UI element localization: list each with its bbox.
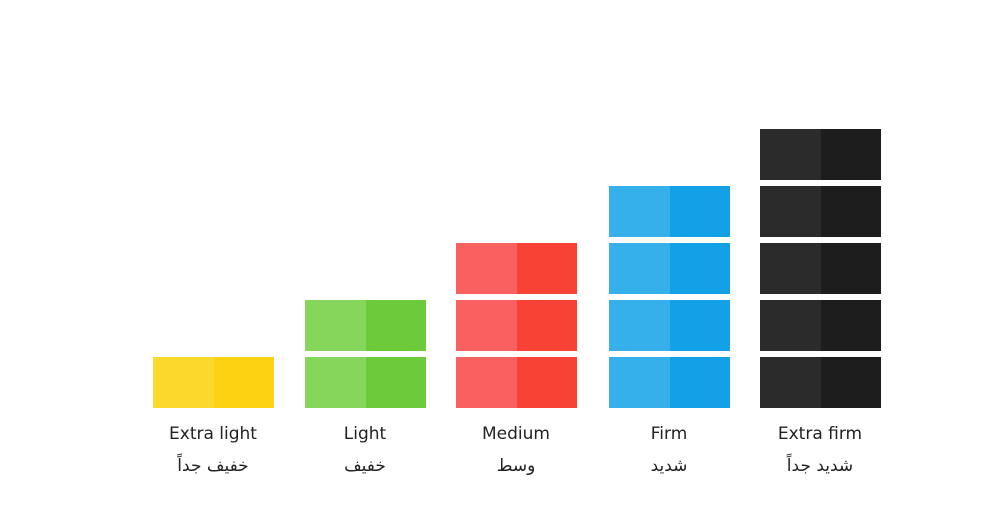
level-label-arabic: شديد (650, 456, 688, 476)
level-block (609, 357, 730, 408)
block-light-half (456, 357, 517, 408)
block-light-half (456, 243, 517, 294)
block-light-half (760, 357, 821, 408)
level-block (456, 357, 577, 408)
block-dark-half (669, 300, 730, 351)
block-dark-half (365, 357, 426, 408)
block-light-half (305, 300, 366, 351)
block-dark-half (669, 186, 730, 237)
block-dark-half (820, 129, 881, 180)
level-label: Extra light (169, 424, 257, 444)
block-dark-half (516, 300, 577, 351)
level-block (609, 243, 730, 294)
block-light-half (760, 243, 821, 294)
block-dark-half (820, 186, 881, 237)
block-dark-half (516, 357, 577, 408)
level-label-arabic: وسط (496, 456, 536, 476)
level-block (760, 129, 881, 180)
level-block (609, 300, 730, 351)
level-label-arabic: خفيف جداً (177, 456, 249, 476)
block-dark-half (213, 357, 274, 408)
block-light-half (153, 357, 214, 408)
block-light-half (760, 300, 821, 351)
level-block (456, 300, 577, 351)
level-label: Medium (482, 424, 550, 444)
level-block (760, 186, 881, 237)
block-light-half (456, 300, 517, 351)
level-block (456, 243, 577, 294)
block-light-half (305, 357, 366, 408)
block-dark-half (820, 357, 881, 408)
block-dark-half (820, 243, 881, 294)
level-block (305, 357, 426, 408)
block-dark-half (820, 300, 881, 351)
level-label: Light (343, 424, 387, 444)
level-block (760, 243, 881, 294)
level-block (609, 186, 730, 237)
level-block (760, 300, 881, 351)
block-dark-half (365, 300, 426, 351)
level-block (760, 357, 881, 408)
block-light-half (760, 129, 821, 180)
level-label: Firm (650, 424, 688, 444)
block-dark-half (669, 243, 730, 294)
block-light-half (609, 186, 670, 237)
level-label-arabic: خفيف (344, 456, 386, 476)
block-light-half (760, 186, 821, 237)
level-label: Extra firm (777, 424, 863, 444)
level-block (305, 300, 426, 351)
block-dark-half (669, 357, 730, 408)
block-light-half (609, 357, 670, 408)
block-light-half (609, 243, 670, 294)
level-label-arabic: شديد جداً (786, 456, 854, 476)
block-dark-half (516, 243, 577, 294)
level-block (153, 357, 274, 408)
block-light-half (609, 300, 670, 351)
